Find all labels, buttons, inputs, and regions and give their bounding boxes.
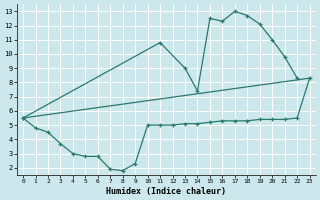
X-axis label: Humidex (Indice chaleur): Humidex (Indice chaleur) (106, 187, 226, 196)
